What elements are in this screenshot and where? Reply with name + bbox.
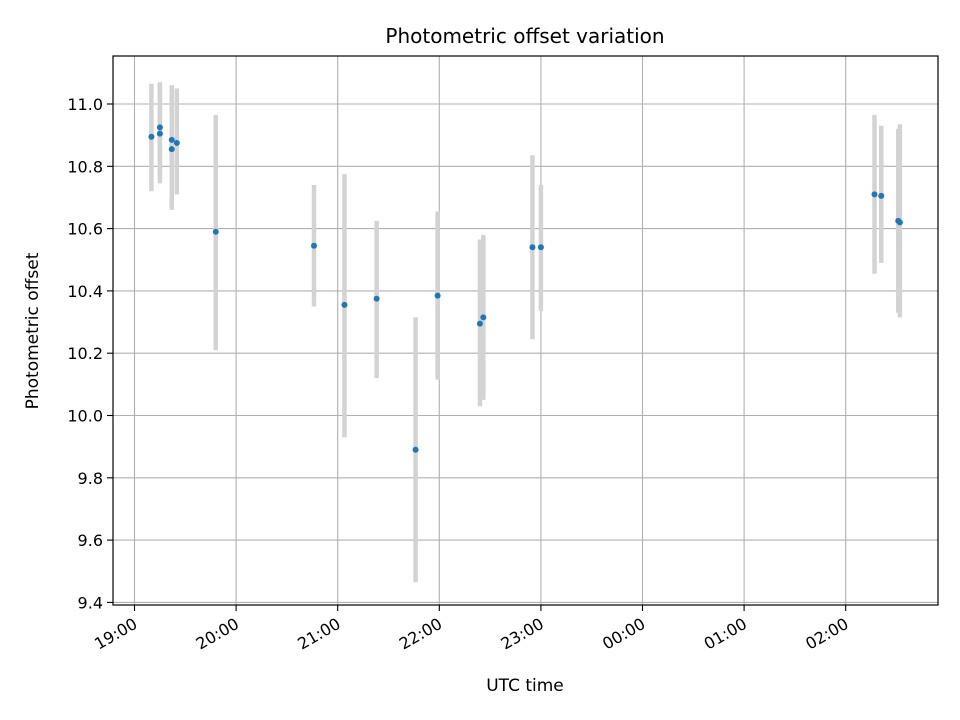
y-tick-label: 10.8 — [67, 157, 103, 176]
chart-title: Photometric offset variation — [385, 24, 664, 48]
data-point — [412, 446, 419, 453]
data-point — [434, 292, 441, 299]
y-axis-ticks: 9.4 9.6 9.8 10.0 10.2 10.4 10.6 10.8 11.0 — [67, 95, 113, 612]
y-axis-title: Photometric offset — [23, 252, 43, 409]
data-point — [168, 146, 175, 153]
data-point — [148, 133, 155, 140]
data-point — [537, 244, 544, 251]
y-tick-label: 9.6 — [78, 531, 103, 550]
y-tick-label: 10.4 — [67, 282, 103, 301]
x-axis-title: UTC time — [486, 676, 564, 696]
y-tick-label: 9.4 — [78, 593, 103, 612]
data-point — [529, 244, 536, 251]
data-point — [373, 295, 380, 302]
data-point — [156, 124, 163, 131]
data-point — [310, 242, 317, 249]
y-tick-label: 9.8 — [78, 469, 103, 488]
plot-frame — [112, 55, 939, 606]
y-tick-label: 11.0 — [67, 95, 103, 114]
data-point — [168, 136, 175, 143]
data-point — [156, 130, 163, 137]
data-point — [896, 219, 903, 226]
data-points — [148, 124, 903, 453]
y-tick-label: 10.6 — [67, 220, 103, 239]
data-point — [212, 228, 219, 235]
data-point — [341, 301, 348, 308]
grid — [113, 56, 938, 605]
data-point — [480, 314, 487, 321]
y-tick-label: 10.0 — [67, 407, 103, 426]
data-point — [871, 191, 878, 198]
data-point — [173, 139, 180, 146]
y-tick-label: 10.2 — [67, 344, 103, 363]
data-point — [878, 192, 885, 199]
data-point — [476, 320, 483, 327]
